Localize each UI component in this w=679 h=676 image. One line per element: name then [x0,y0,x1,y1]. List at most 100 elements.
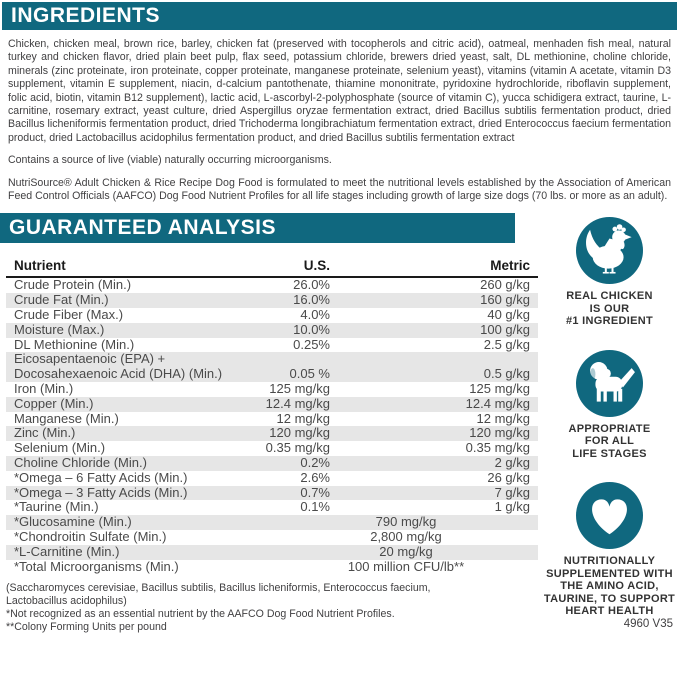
nutrient-value-merged: 20 mg/kg [379,543,433,559]
badge-sidebar: REAL CHICKEN IS OUR #1 INGREDIENT [540,213,679,634]
table-row: *Omega – 6 Fatty Acids (Min.) 2.6% 26 g/kg [6,469,538,486]
nutrient-name: Crude Protein (Min.) [14,277,132,293]
table-row: Moisture (Max.) 10.0% 100 g/kg [6,321,538,338]
dog-icon [575,349,643,417]
table-row: DL Methionine (Min.) 0.25% 2.5 g/kg [6,336,538,353]
table-row: Crude Fat (Min.) 16.0% 160 g/kg [6,292,538,309]
nutrient-value-us: 0.2% [300,455,330,471]
nutrient-name: *L-Carnitine (Min.) [14,543,120,559]
nutrient-value-merged: 2,800 mg/kg [370,529,442,545]
table-header: Nutrient U.S. Metric [6,256,538,279]
nutrient-value-metric: 120 mg/kg [469,425,530,441]
table-row: *Glucosamine (Min.) 790 mg/kg [6,514,538,531]
nutrient-value-metric: 0.5 g/kg [483,366,530,382]
table-row: *Total Microorganisms (Min.) 100 million … [6,558,538,575]
heart-icon [575,482,643,550]
table-row: *Taurine (Min.) 0.1% 1 g/kg [6,500,538,515]
ingredients-text: Chicken, chicken meal, brown rice, barle… [8,38,671,144]
nutrient-value-metric: 26 g/kg [487,469,530,485]
contains-note: Contains a source of live (viable) natur… [8,154,332,167]
badge-heart-health: NUTRITIONALLY SUPPLEMENTED WITH THE AMIN… [544,482,675,618]
nutrient-value-merged: 790 mg/kg [375,514,437,530]
nutrient-name: Selenium (Min.) [14,440,106,456]
nutrient-value-us: 0.05 % [289,366,330,382]
footnote-cfu: **Colony Forming Units per pound [6,621,167,634]
analysis-table-body: Crude Protein (Min.) 26.0% 260 g/kg Crude F… [6,277,538,574]
table-row: Crude Fiber (Max.) 4.0% 40 g/kg [6,307,538,323]
nutrient-value-us: 2.6% [300,469,330,485]
nutrient-value-us: 125 mg/kg [269,381,330,397]
guaranteed-analysis-header-bar: GUARANTEED ANALYSIS [0,213,515,244]
column-header-nutrient: Nutrient [6,256,234,279]
nutrient-name: *Omega – 3 Fatty Acids (Min.) [14,484,188,500]
analysis-column: GUARANTEED ANALYSIS Nutrient U.S. Metric… [0,213,540,634]
nutrient-value-us: 0.35 mg/kg [265,440,330,456]
badge-label-heart-health: NUTRITIONALLY SUPPLEMENTED WITH THE AMIN… [543,555,676,618]
table-row: Selenium (Min.) 0.35 mg/kg 0.35 mg/kg [6,440,538,456]
table-row: Copper (Min.) 12.4 mg/kg 12.4 mg/kg [6,395,538,412]
nutrient-name: *Omega – 6 Fatty Acids (Min.) [14,469,188,485]
ingredients-header-bar: INGREDIENTS [2,2,677,30]
chicken-icon [576,217,643,285]
nutrient-value-metric: 1 g/kg [494,499,530,515]
aafco-statement: NutriSource® Adult Chicken & Rice Recipe… [8,176,671,203]
badge-label-life-stages: APPROPRIATE FOR ALL LIFE STAGES [568,422,651,460]
nutrient-value-us: 26.0% [293,277,330,293]
nutrient-name: *Total Microorganisms (Min.) [14,558,179,574]
table-row: *L-Carnitine (Min.) 20 mg/kg [6,543,538,560]
badge-real-chicken: REAL CHICKEN IS OUR #1 INGREDIENT [566,217,653,328]
nutrient-name: *Taurine (Min.) [14,499,99,515]
nutrient-name: Crude Fiber (Max.) [14,307,124,323]
badge-label-real-chicken: REAL CHICKEN IS OUR #1 INGREDIENT [565,290,654,328]
nutrient-name: Copper (Min.) [14,395,94,411]
table-row: *Chondroitin Sulfate (Min.) 2,800 mg/kg [6,529,538,545]
table-row: Choline Chloride (Min.) 0.2% 2 g/kg [6,455,538,471]
nutrient-value-metric: 160 g/kg [480,292,530,308]
nutrient-value-metric: 0.35 mg/kg [465,440,530,456]
nutrient-name: *Chondroitin Sulfate (Min.) [14,529,167,545]
nutrient-value-metric: 2 g/kg [494,455,530,471]
table-row: Eicosapentaenoic (EPA) + Docosahexaenoic… [6,351,538,383]
nutrient-value-us: 12.4 mg/kg [265,395,330,411]
nutrient-value-metric: 125 mg/kg [469,381,530,397]
nutrient-value-metric: 40 g/kg [487,307,530,323]
nutrient-name: Choline Chloride (Min.) [14,455,147,471]
nutrient-name: Crude Fat (Min.) [14,292,109,308]
nutrient-value-metric: 2.5 g/kg [483,336,530,352]
ingredients-title: INGREDIENTS [11,4,161,27]
nutrient-value-merged: 100 million CFU/lb** [347,558,465,574]
table-row: Crude Protein (Min.) 26.0% 260 g/kg [6,277,538,293]
footnote-microorganism-list: (Saccharomyces cerevisiae, Bacillus subt… [6,582,431,607]
column-header-us: U.S. [234,256,330,279]
footnotes: (Saccharomyces cerevisiae, Bacillus subt… [6,582,472,633]
nutrient-value-metric: 260 g/kg [480,277,530,293]
nutrient-value-metric: 12.4 mg/kg [465,395,530,411]
nutrient-value-metric: 7 g/kg [494,484,530,500]
table-row: Zinc (Min.) 120 mg/kg 120 mg/kg [6,425,538,442]
nutrient-value-us: 120 mg/kg [269,425,330,441]
nutrient-value-us: 0.25% [293,336,330,352]
nutrient-name: *Glucosamine (Min.) [14,514,132,530]
nutrient-name: Eicosapentaenoic (EPA) + Docosahexaenoic… [14,351,223,382]
badge-life-stages: APPROPRIATE FOR ALL LIFE STAGES [568,349,651,461]
nutrient-name: Moisture (Max.) [14,321,105,337]
nutrient-name: Zinc (Min.) [14,425,76,441]
nutrient-value-us: 10.0% [293,321,330,337]
footnote-not-recognized: *Not recognized as an essential nutrient… [6,607,395,620]
nutrient-value-metric: 100 g/kg [480,321,530,337]
nutrient-value-metric: 12 mg/kg [476,410,530,426]
table-row: *Omega – 3 Fatty Acids (Min.) 0.7% 7 g/kg [6,484,538,501]
column-header-metric: Metric [330,256,538,279]
nutrient-name: Iron (Min.) [14,381,74,397]
nutrient-name: DL Methionine (Min.) [14,336,135,352]
table-row: Iron (Min.) 125 mg/kg 125 mg/kg [6,381,538,397]
product-code: 4960 V35 [623,618,673,631]
nutrient-name: Manganese (Min.) [14,410,119,426]
nutrient-value-us: 12 mg/kg [276,410,330,426]
nutrient-value-us: 0.1% [300,499,330,515]
nutrient-value-us: 4.0% [300,307,330,323]
nutrient-value-us: 0.7% [300,484,330,500]
guaranteed-analysis-title: GUARANTEED ANALYSIS [9,216,276,240]
guaranteed-analysis-table: Nutrient U.S. Metric Crude Protein (Min.… [6,256,538,574]
